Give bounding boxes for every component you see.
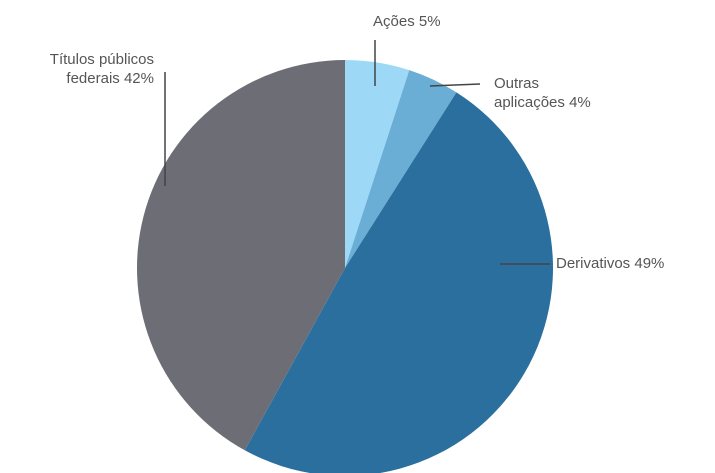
pie-slice [244,92,553,473]
category-label: Ações [373,13,415,30]
category-label: Derivativos [556,255,631,272]
pie-slice [137,60,345,451]
slice-label: Outras aplicações 4% [494,74,594,112]
pie-slice [345,70,457,269]
pie-slice [345,60,410,268]
slice-label: Títulos públicos federais 42% [20,50,154,88]
slices [137,60,553,473]
category-label: Outras aplicações [494,75,565,111]
value-label: 4% [569,94,591,111]
value-label: 5% [418,13,441,30]
category-label: Títulos públicos federais [49,51,154,87]
leader-line [429,83,481,87]
slice-label: Derivativos 49% [556,254,715,273]
slice-label: Ações 5% [373,12,493,31]
value-label: 42% [123,70,154,87]
value-label: 49% [634,255,665,272]
